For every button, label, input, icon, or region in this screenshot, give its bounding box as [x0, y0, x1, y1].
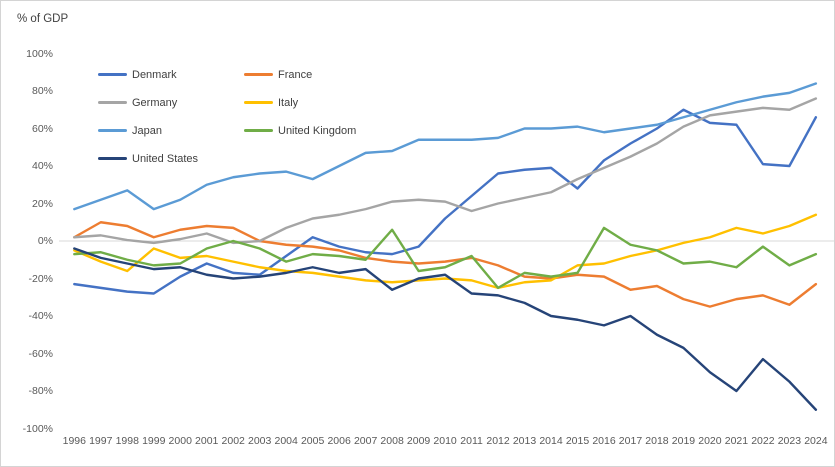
y-tick-label: -100%	[22, 422, 53, 435]
y-tick-label: 100%	[26, 47, 53, 60]
y-tick-label: -40%	[28, 310, 53, 322]
x-tick-label: 2003	[248, 435, 272, 447]
x-tick-label: 2007	[353, 435, 378, 447]
y-tick-label: 60%	[31, 122, 53, 135]
x-tick-label: 1999	[142, 435, 166, 447]
legend-label: France	[278, 68, 313, 81]
x-tick-label: 2014	[539, 435, 563, 447]
legend-item-france: France	[244, 66, 312, 83]
legend-item-japan: Japan	[98, 122, 162, 139]
x-tick-label: 2002	[221, 435, 245, 447]
legend-line-swatch	[98, 128, 127, 133]
y-tick-label: -60%	[28, 347, 53, 360]
x-tick-label: 2015	[565, 435, 590, 447]
series-line-germany	[73, 97, 818, 245]
x-tick-label: 2011	[460, 435, 483, 447]
y-tick-label: 20%	[31, 197, 53, 210]
legend-line-swatch	[244, 100, 273, 105]
x-tick-label: 2000	[168, 435, 192, 447]
legend-line-swatch	[98, 156, 127, 161]
series-line-united-states	[73, 247, 818, 411]
legend-label: Italy	[278, 96, 299, 109]
x-tick-label: 2022	[751, 435, 775, 447]
legend-label: Germany	[132, 96, 178, 109]
x-tick-label: 2009	[406, 435, 431, 447]
y-tick-label: -80%	[28, 385, 53, 397]
y-tick-label: 40%	[31, 160, 53, 172]
x-tick-label: 2019	[671, 435, 696, 447]
legend-item-italy: Italy	[244, 94, 298, 111]
series-line-japan	[73, 82, 818, 211]
x-tick-label: 2023	[777, 435, 802, 447]
x-tick-label: 2008	[380, 435, 404, 447]
x-tick-label: 1998	[115, 435, 139, 447]
legend-label: United Kingdom	[278, 124, 357, 137]
x-tick-label: 2004	[274, 435, 298, 447]
x-tick-label: 1996	[62, 435, 86, 447]
axis-title: % of GDP	[17, 13, 69, 25]
legend-label: Denmark	[132, 68, 177, 81]
x-tick-label: 2012	[486, 435, 510, 447]
x-tick-label: 2006	[327, 435, 351, 447]
legend-line-swatch	[98, 100, 127, 105]
y-tick-label: 0%	[37, 235, 53, 247]
x-tick-label: 2020	[698, 435, 722, 447]
x-tick-label: 2005	[300, 435, 325, 447]
x-tick-label: 2024	[804, 435, 828, 447]
x-tick-label: 2001	[195, 435, 219, 447]
x-tick-label: 1997	[89, 435, 113, 447]
x-tick-label: 2016	[592, 435, 616, 447]
y-tick-label: 80%	[31, 85, 53, 97]
series-line-france	[73, 221, 818, 308]
legend-item-denmark: Denmark	[98, 66, 177, 83]
y-tick-label: -20%	[28, 272, 53, 285]
legend-label: United States	[132, 152, 199, 165]
x-tick-label: 2017	[618, 435, 643, 447]
x-tick-label: 2018	[645, 435, 669, 447]
x-tick-label: 2010	[433, 435, 457, 447]
legend-item-united-states: United States	[98, 150, 198, 167]
legend-item-united-kingdom: United Kingdom	[244, 122, 356, 139]
x-tick-label: 2013	[512, 435, 537, 447]
legend-line-swatch	[244, 128, 273, 133]
series-line-italy	[73, 213, 818, 290]
legend-line-swatch	[98, 72, 127, 77]
x-tick-label: 2021	[724, 435, 749, 447]
legend-line-swatch	[244, 72, 273, 77]
legend-label: Japan	[132, 124, 162, 137]
legend-item-germany: Germany	[98, 94, 177, 111]
series-line-united-kingdom	[73, 226, 818, 290]
